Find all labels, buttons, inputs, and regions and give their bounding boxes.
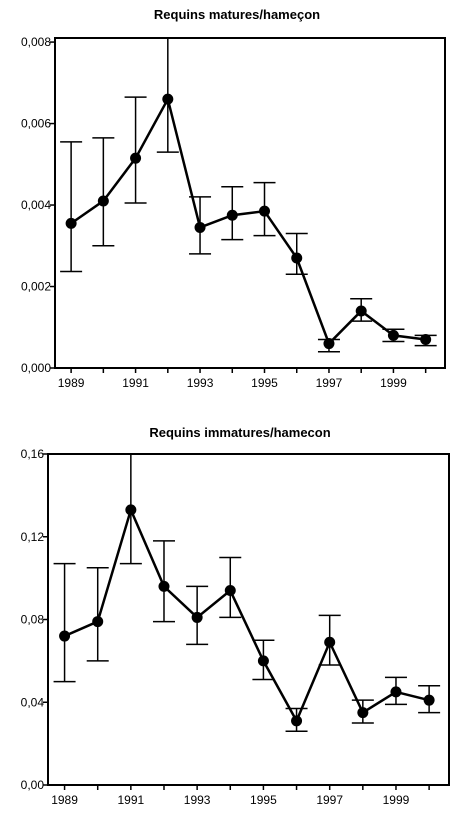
- data-point: [355, 305, 367, 317]
- chart-immature: Requins immatures/hamecon 0,00 0,04 0,08 0,1…: [21, 425, 450, 807]
- x-tick-label: 1991: [122, 376, 149, 390]
- x-tick-label: 1993: [187, 376, 214, 390]
- y-tick-label: 0,008: [21, 35, 51, 49]
- x-tick-label: 1999: [383, 793, 410, 807]
- data-point: [59, 630, 71, 642]
- plot-frame: [54, 37, 446, 369]
- y-tick-label: 0,04: [21, 695, 45, 709]
- x-tick-label: 1989: [51, 793, 78, 807]
- y-tick-label: 0,00: [21, 778, 45, 792]
- y-tick-label: 0,08: [21, 613, 45, 627]
- data-point: [423, 694, 435, 706]
- data-point: [224, 585, 236, 597]
- data-point: [324, 636, 336, 648]
- data-point: [226, 209, 238, 221]
- data-point: [257, 655, 269, 667]
- x-tick-label: 1999: [380, 376, 407, 390]
- data-point: [357, 707, 369, 719]
- data-point: [291, 715, 303, 727]
- x-tick-label: 1993: [184, 793, 211, 807]
- y-tick-label: 0,004: [21, 198, 51, 212]
- x-tick-label: 1997: [316, 793, 343, 807]
- data-point: [387, 329, 399, 341]
- data-point: [194, 221, 206, 233]
- y-tick-label: 0,000: [21, 361, 51, 375]
- chart-mature: Requins matures/hameçon 0,000 0,002 0,004 0,…: [21, 7, 446, 390]
- data-point: [162, 93, 174, 105]
- y-tick-label: 0,16: [21, 447, 45, 461]
- y-tick-label: 0,006: [21, 117, 51, 131]
- data-point: [130, 152, 142, 164]
- x-tick-label: 1989: [58, 376, 85, 390]
- x-tick-label: 1995: [250, 793, 277, 807]
- data-point: [125, 504, 137, 516]
- data-point: [420, 333, 432, 345]
- chart-title: Requins immatures/hamecon: [149, 425, 330, 440]
- data-point: [291, 252, 303, 264]
- data-point: [92, 616, 104, 628]
- y-tick-label: 0,002: [21, 280, 51, 294]
- y-tick-label: 0,12: [21, 530, 45, 544]
- x-tick-label: 1997: [316, 376, 343, 390]
- series-line: [70, 95, 426, 346]
- data-point: [259, 205, 271, 217]
- data-point: [390, 686, 402, 698]
- plot-frame: [47, 453, 450, 786]
- data-point: [65, 217, 77, 229]
- data-point: [191, 611, 203, 623]
- x-tick-label: 1991: [117, 793, 144, 807]
- data-point: [158, 580, 170, 592]
- chart-title: Requins matures/hameçon: [154, 7, 320, 22]
- series-line: [64, 506, 430, 724]
- data-point: [323, 338, 335, 350]
- data-point: [97, 195, 109, 207]
- x-tick-label: 1995: [251, 376, 278, 390]
